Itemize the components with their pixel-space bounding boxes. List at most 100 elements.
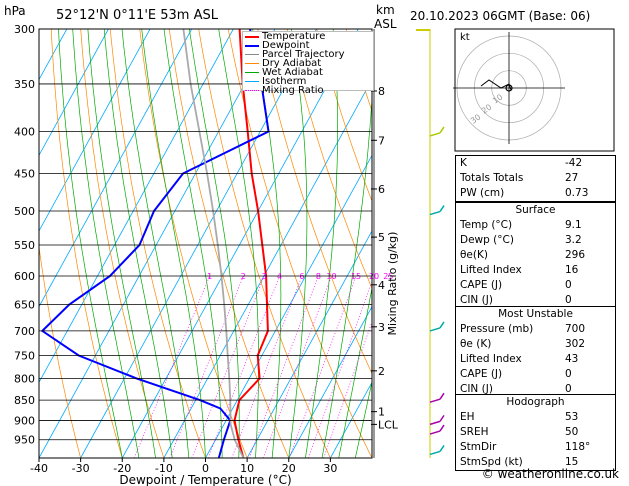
mixing-ratio-label: 8: [316, 272, 321, 281]
isotherm-line: [39, 29, 276, 458]
hodograph-table: Hodograph EH 53 SREH 50 StmDir 118° StmSpd …: [455, 394, 616, 471]
x-axis-title: Dewpoint / Temperature (°C): [119, 473, 291, 486]
mixing-ratio-label: 4: [277, 272, 282, 281]
legend-item-isotherm: Isotherm: [243, 77, 373, 87]
height-tick-label: 3: [378, 321, 385, 334]
mixing-ratio-label: 10: [326, 272, 336, 281]
legend-item-dewpoint: Dewpoint: [243, 41, 373, 51]
surface-title: Surface: [515, 204, 556, 216]
wind-barb: [429, 392, 445, 403]
x-tick-label: -40: [30, 462, 48, 475]
isotherm-line: [39, 29, 109, 157]
wet-adiabat-line: [189, 29, 240, 458]
legend-item-parcel: Parcel Trajectory: [243, 50, 373, 60]
x-tick-label: -20: [113, 462, 131, 475]
pressure-tick-label: 400: [14, 126, 35, 139]
legend-item-mixing-ratio: Mixing Ratio: [243, 86, 373, 96]
pressure-tick-label: 350: [14, 78, 35, 91]
pressure-tick-label: 550: [14, 239, 35, 252]
height-tick-label: 5: [378, 231, 385, 244]
height-tick-label: 2: [378, 365, 385, 378]
wind-barb: [429, 424, 445, 435]
wet-adiabat-line: [58, 29, 123, 458]
pressure-tick-label: 700: [14, 325, 35, 338]
isotherm-line: [288, 305, 372, 458]
pressure-tick-label: 500: [14, 205, 35, 218]
mixing-ratio-label: 3: [262, 272, 267, 281]
isotherm-line: [246, 230, 372, 458]
dry-adiabat-line: [139, 29, 248, 458]
height-tick-label: 7: [378, 134, 385, 147]
wind-barb: [429, 414, 445, 426]
mixing-ratio-line: [262, 275, 332, 458]
index-k: K -42: [460, 157, 583, 169]
isotherm-line: [205, 154, 372, 458]
chart-legend: Temperature Dewpoint Parcel Trajectory D…: [242, 31, 374, 96]
pressure-tick-label: 300: [14, 23, 35, 36]
timestamp-label: 20.10.2023 06GMT (Base: 06): [410, 9, 591, 23]
isotherm-line: [163, 78, 372, 458]
most-unstable-table: Most Unstable Pressure (mb) 700 θe (K) 302…: [455, 306, 616, 398]
x-tick-label: 10: [240, 462, 254, 475]
isotherm-line: [330, 381, 372, 458]
dewpoint-profile: [40, 29, 270, 458]
mixing-ratio-line: [308, 280, 372, 458]
most-unstable-title: Most Unstable: [498, 308, 573, 320]
pressure-tick-label: 900: [14, 414, 35, 427]
height-tick-label: 8: [378, 85, 385, 98]
height-tick-label: 1: [378, 406, 385, 419]
x-tick-label: 30: [323, 462, 337, 475]
mixing-ratio-label: 25: [383, 272, 393, 281]
pressure-unit-label: hPa: [4, 4, 26, 18]
x-tick-label: 0: [202, 462, 209, 475]
mixing-ratio-axis-title: Mixing Ratio (g/kg): [386, 232, 399, 336]
x-tick-label: -30: [72, 462, 90, 475]
mixing-ratio-line: [288, 275, 357, 458]
pressure-tick-label: 800: [14, 372, 35, 385]
dry-adiabat-line: [316, 29, 372, 202]
hodograph-trace: [480, 79, 512, 91]
index-totals: Totals Totals 27: [460, 172, 579, 184]
wind-barb: [429, 445, 445, 456]
mixing-ratio-label: 2: [241, 272, 246, 281]
copyright-footer: © weatheronline.co.uk: [481, 467, 619, 481]
mixing-ratio-label: 15: [351, 272, 361, 281]
hodograph-frame: [454, 28, 615, 152]
x-tick-label: -10: [155, 462, 173, 475]
mixing-ratio-line: [323, 320, 372, 458]
legend-item-dry-adiabat: Dry Adiabat: [243, 59, 373, 69]
hodograph-table-title: Hodograph: [506, 396, 565, 408]
mixing-ratio-label: 6: [299, 272, 304, 281]
wind-barb: [429, 321, 445, 332]
isotherm-line: [80, 29, 317, 458]
pressure-tick-label: 600: [14, 270, 35, 283]
mixing-ratio-line: [248, 275, 319, 458]
pressure-tick-label: 950: [14, 434, 35, 447]
wind-barb: [429, 126, 445, 137]
dry-adiabat-line: [286, 29, 372, 290]
height-unit-label: km: [376, 3, 395, 17]
pressure-tick-label: 450: [14, 167, 35, 180]
mixing-ratio-line: [207, 275, 280, 458]
isotherm-line: [39, 29, 151, 232]
hodograph-unit-label: kt: [460, 32, 470, 43]
mixing-ratio-label: 1: [207, 272, 212, 281]
wet-adiabat-line: [72, 29, 140, 458]
indices-table: K -42 Totals Totals 27 PW (cm) 0.73: [455, 155, 616, 202]
wet-adiabat-line: [354, 380, 372, 458]
height-tick-label: 6: [378, 183, 385, 196]
mixing-ratio-line: [231, 275, 303, 458]
wind-barb: [429, 205, 445, 216]
pressure-tick-label: 850: [14, 394, 35, 407]
height-tick-label: 4: [378, 279, 385, 292]
pressure-tick-label: 750: [14, 349, 35, 362]
x-tick-label: 20: [282, 462, 296, 475]
pressure-tick-label: 650: [14, 299, 35, 312]
height-unit-asl-label: ASL: [374, 17, 397, 31]
surface-table: Surface Temp (°C) 9.1 Dewp (°C) 3.2 θe(K) 2…: [455, 202, 616, 309]
index-pw: PW (cm) 0.73: [460, 187, 589, 199]
storm-motion-marker: [505, 84, 513, 92]
location-label: 52°12'N 0°11'E 53m ASL: [56, 8, 218, 23]
legend-item-temperature: Temperature: [243, 32, 373, 42]
